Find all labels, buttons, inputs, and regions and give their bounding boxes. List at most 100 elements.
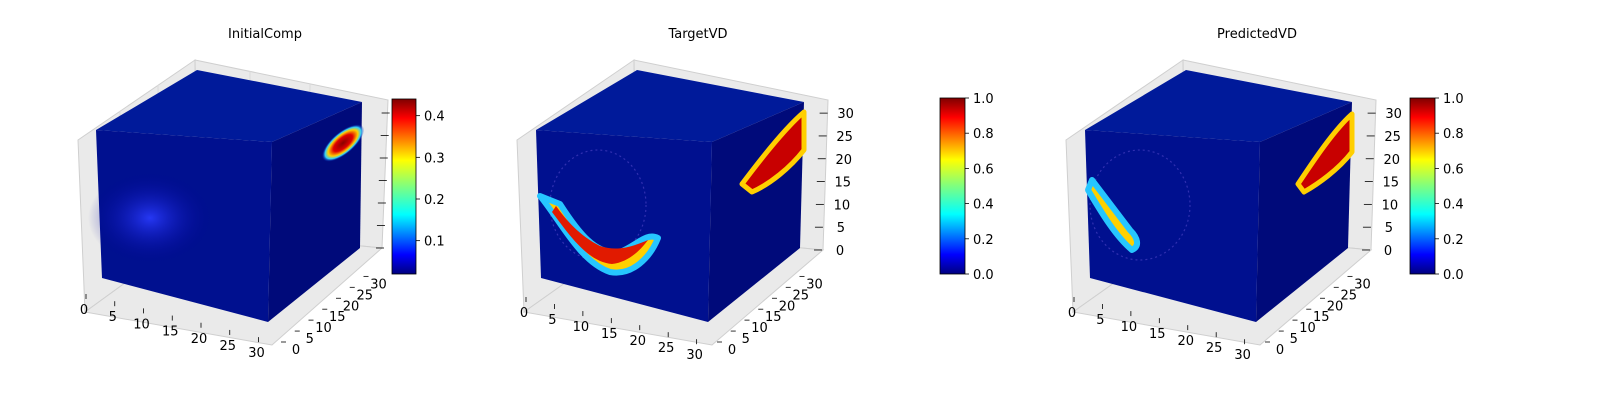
voxel-cube [88,70,365,322]
hot-band-core [552,206,648,264]
y-tick-label: 15 [1313,310,1330,325]
colorbar: 0.1 0.2 0.3 0.4 [391,98,445,275]
y-tick-label: 20 [343,299,360,314]
y-tick-label: 20 [1327,299,1344,314]
colorbar-tick-label: 1.0 [973,92,994,107]
hot-band [1085,177,1140,253]
z-tick-label: 30 [1385,107,1402,122]
z-tick-label: 15 [1383,176,1400,191]
colorbar-tick-label: 0.2 [973,233,994,248]
hot-region [1295,111,1355,195]
x-tick-label: 15 [1149,327,1166,342]
y-tick-label: 30 [370,277,387,292]
z-tick-label: 25 [1384,130,1401,145]
x-tick-label: 15 [162,325,179,340]
y-tick-label: 0 [292,343,300,358]
x-tick-label: 30 [686,348,703,363]
x-tick-label: 15 [601,327,618,342]
cube-top [96,70,362,142]
hot-region [321,124,365,162]
x-tick-label: 30 [1234,348,1251,363]
colorbar-tick-label: 0.2 [424,193,445,208]
x-tick-label: 25 [1206,341,1223,356]
colorbar-tick-label: 0.6 [973,162,994,177]
sphere-outline [1089,149,1191,261]
low-value-blob [88,172,212,264]
x-tick-label: 5 [109,310,117,325]
colorbar-tick-label: 0.2 [1443,233,1464,248]
z-tick-label: 30 [837,107,854,122]
colorbar-tick-label: 0.4 [424,110,445,125]
x-tick-label: 25 [219,339,236,354]
colorbar-gradient [1409,97,1436,275]
panel-title: PredictedVD [1217,27,1297,42]
z-tick-label: 0 [836,244,844,259]
panel-predictedvd: PredictedVD 0 5 10 15 20 25 30 0510152025300510… [1065,27,1464,363]
z-tick-label: 10 [834,198,851,213]
cube-top [1085,70,1352,142]
x-tick-label: 0 [520,306,528,321]
colorbar-tick-label: 0.1 [424,235,445,250]
y-tick-label: 0 [728,343,736,358]
y-tick-label: 30 [1354,277,1371,292]
x-tick-label: 5 [1096,313,1104,328]
x-tick-label: 10 [1121,320,1138,335]
panel-title: InitialComp [228,27,302,42]
colorbar-tick-label: 1.0 [1443,92,1464,107]
z-tick-label: 25 [836,130,853,145]
colorbar-tick-label: 0.6 [1443,162,1464,177]
x-tick-label: 10 [133,317,150,332]
cube-front [536,130,712,322]
z-tick-label: 10 [1382,198,1399,213]
voxel-cube [536,70,807,322]
z-tick-label: 15 [835,176,852,191]
y-tick-label: 30 [806,277,823,292]
x-tick-label: 25 [658,341,675,356]
x-tick-label: 0 [80,303,88,318]
z-tick-label: 5 [837,221,845,236]
cube-top [536,70,804,142]
hot-region [739,109,807,195]
y-tick-label: 10 [315,321,332,336]
y-tick-label: 25 [356,288,373,303]
colorbar: 0.0 0.2 0.4 0.6 0.8 1.0 [939,92,994,283]
colorbar-tick-label: 0.0 [973,268,994,283]
y-tick-label: 5 [306,332,314,347]
y-tick-label: 5 [1290,332,1298,347]
y-tick-label: 5 [742,332,750,347]
colorbar-tick-label: 0.8 [1443,127,1464,142]
y-tick-label: 25 [792,288,809,303]
colorbar-tick-label: 0.4 [1443,198,1464,213]
colorbar-tick-label: 0.3 [424,151,445,166]
colorbar-gradient [391,98,417,275]
x-tick-label: 20 [629,334,646,349]
y-tick-label: 25 [1340,288,1357,303]
z-tick-label: 0 [1384,244,1392,259]
x-tick-label: 20 [1177,334,1194,349]
panel-targetvd: TargetVD 0 5 10 15 20 25 30 0510152025300510152… [516,27,994,363]
y-tick-label: 0 [1276,343,1284,358]
colorbar-tick-label: 0.8 [973,127,994,142]
colorbar-tick-label: 0.4 [973,198,994,213]
z-tick-label: 20 [835,153,852,168]
panel-title: TargetVD [667,27,727,42]
colorbar-gradient [939,97,966,275]
y-tick-label: 15 [329,310,346,325]
y-tick-label: 10 [751,321,768,336]
colorbar-tick-label: 0.0 [1443,268,1464,283]
cube-front [1085,130,1260,322]
x-tick-label: 0 [1068,306,1076,321]
x-tick-label: 20 [191,332,208,347]
x-tick-label: 10 [573,320,590,335]
z-tick-label: 20 [1383,153,1400,168]
z-tick-label: 5 [1385,221,1393,236]
colorbar: 0.0 0.2 0.4 0.6 0.8 1.0 [1409,92,1464,283]
y-tick-label: 20 [779,299,796,314]
x-tick-label: 30 [248,346,265,361]
x-tick-label: 5 [548,313,556,328]
